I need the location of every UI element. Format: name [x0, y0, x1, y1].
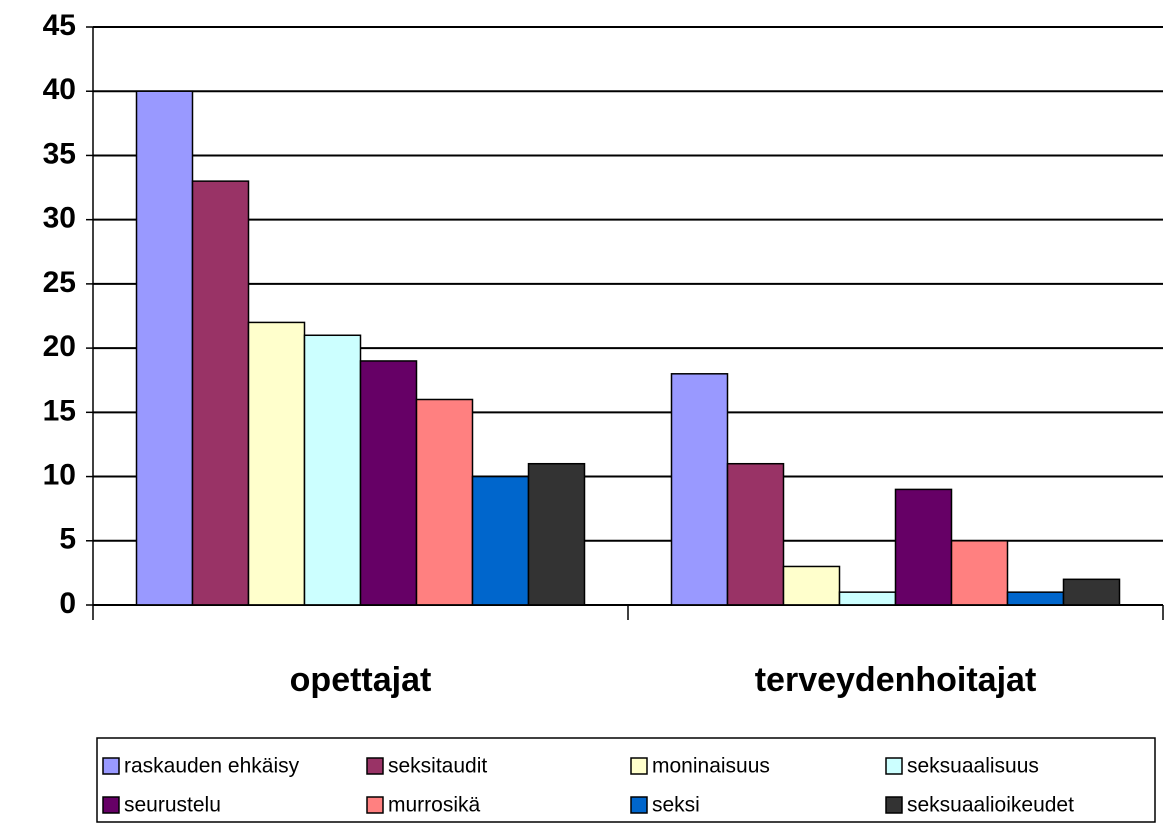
y-tick-label: 40	[43, 73, 76, 106]
bar	[1006, 591, 1065, 606]
bar	[303, 334, 362, 606]
x-tick-label: opettajat	[290, 661, 432, 699]
bar	[726, 462, 785, 606]
y-tick-label: 30	[43, 202, 76, 235]
y-tick-label: 0	[59, 587, 76, 620]
y-tick-label: 25	[43, 266, 76, 299]
legend-swatch	[102, 796, 120, 814]
legend-label: seksi	[652, 794, 700, 817]
bar	[415, 398, 474, 606]
legend-swatch	[366, 796, 384, 814]
legend-box	[96, 737, 1156, 823]
bar	[247, 321, 306, 606]
bar	[670, 373, 729, 606]
legend-label: raskauden ehkäisy	[124, 755, 300, 778]
y-tick-label: 35	[43, 137, 76, 170]
bar	[950, 540, 1009, 606]
x-tick-label: terveydenhoitajat	[755, 661, 1037, 699]
y-tick-label: 20	[43, 330, 76, 363]
legend-swatch	[102, 757, 120, 775]
bar	[838, 591, 897, 606]
bar	[527, 462, 586, 606]
y-tick-label: 10	[43, 458, 76, 491]
legend-swatch	[885, 757, 903, 775]
legend-label: moninaisuus	[652, 755, 770, 778]
legend-swatch	[885, 796, 903, 814]
legend-label: seksuaalisuus	[907, 755, 1039, 778]
bar	[359, 360, 418, 606]
bar	[191, 180, 250, 606]
bar	[782, 565, 841, 606]
y-tick-label: 5	[59, 523, 76, 556]
bar	[135, 90, 194, 606]
legend-label: murrosikä	[388, 794, 481, 817]
y-tick-label: 45	[43, 9, 76, 42]
legend-label: seksitaudit	[388, 755, 487, 778]
bar	[894, 488, 953, 606]
bar	[1062, 578, 1121, 606]
bar	[471, 475, 530, 606]
legend-swatch	[630, 796, 648, 814]
legend-label: seurustelu	[124, 794, 221, 817]
legend-swatch	[366, 757, 384, 775]
y-tick-label: 15	[43, 394, 76, 427]
legend-label: seksuaalioikeudet	[907, 794, 1074, 817]
legend-swatch	[630, 757, 648, 775]
